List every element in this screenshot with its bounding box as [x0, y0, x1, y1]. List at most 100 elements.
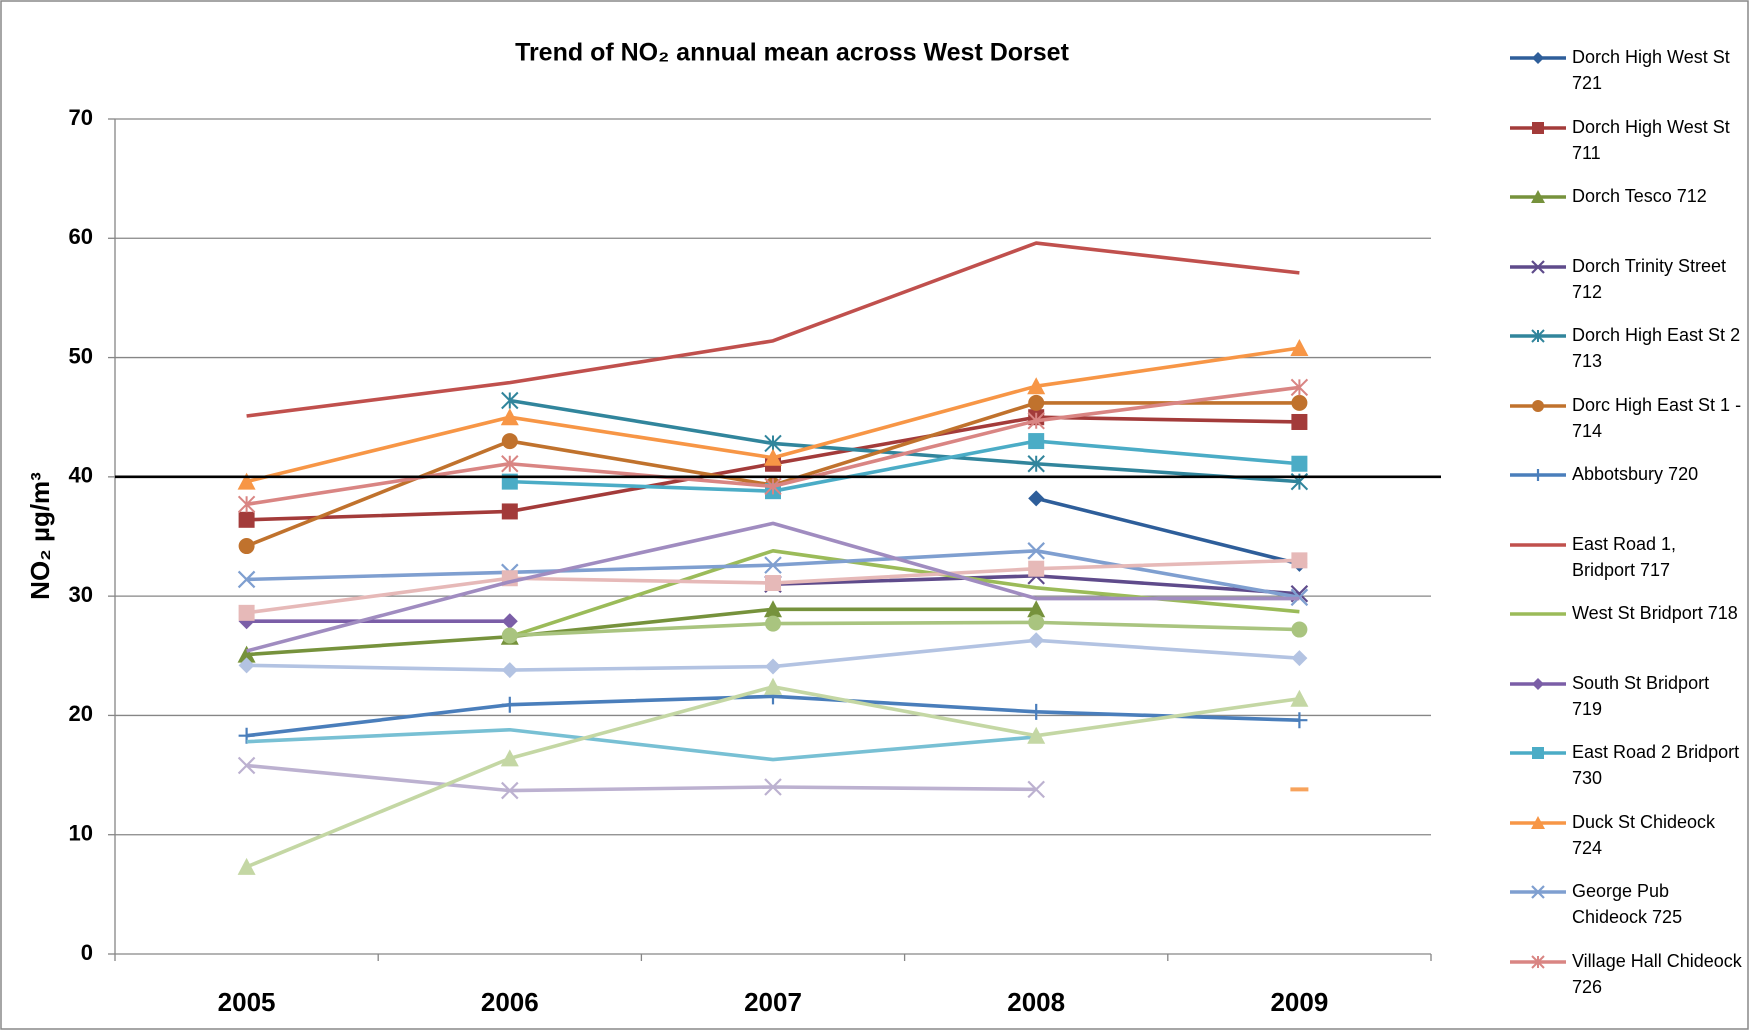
marker: [1531, 954, 1545, 969]
marker: [501, 613, 518, 630]
series-line: [246, 763, 1037, 793]
legend-label: West St Bridport 718: [1572, 603, 1738, 623]
marker: [765, 658, 781, 675]
series-line: [246, 521, 1300, 653]
marker: [1532, 121, 1544, 134]
legend-swatch: [1510, 612, 1566, 616]
marker: [1027, 412, 1045, 430]
marker: [238, 511, 255, 528]
marker: [238, 538, 255, 555]
legend-label: East Road 1, Bridport 717: [1572, 533, 1677, 580]
marker: [764, 477, 782, 496]
legend-swatch: [1510, 259, 1566, 274]
legend-item: Dorc High East St 1 - 714: [1508, 392, 1744, 462]
legend-item: Village Hall Chideock 726: [1508, 948, 1744, 1018]
marker: [1027, 726, 1046, 744]
marker: [1532, 747, 1544, 759]
marker: [1028, 490, 1045, 507]
x-tick-label: 2006: [481, 987, 539, 1017]
legend-label: Duck St Chideock 724: [1572, 811, 1716, 858]
legend-item: Dorch Tesco 712: [1508, 183, 1744, 253]
marker: [1532, 677, 1544, 690]
legend-label: East Road 2 Bridport 730: [1572, 742, 1740, 788]
marker: [1291, 712, 1308, 729]
marker: [237, 645, 256, 663]
marker: [238, 604, 255, 621]
marker: [1027, 455, 1045, 473]
legend-swatch: [1510, 52, 1566, 64]
legend-item: South St Bridport 719: [1508, 670, 1744, 740]
marker: [1291, 650, 1308, 667]
legend-item: East Road 1, Bridport 717: [1508, 531, 1744, 601]
legend-item: Abbotsbury 720: [1508, 461, 1744, 531]
marker: [1028, 614, 1045, 631]
legend-swatch: [1510, 121, 1566, 134]
marker: [1531, 815, 1545, 829]
legend-label: George Pub Chideock 725: [1572, 881, 1683, 927]
marker: [501, 627, 518, 644]
legend-swatch: [1510, 677, 1566, 690]
legend-item: Dorch Trinity Street 712: [1508, 253, 1744, 323]
chart-title: Trend of NO₂ annual mean across West Dor…: [515, 39, 1070, 67]
marker: [501, 662, 518, 679]
marker: [1027, 780, 1045, 799]
marker: [764, 600, 782, 618]
legend-item: Dorch High West St 711: [1508, 114, 1744, 184]
marker: [1531, 885, 1545, 899]
legend-swatch: [1510, 469, 1566, 481]
y-tick-label: 50: [69, 343, 93, 368]
y-tick-label: 60: [69, 224, 93, 249]
marker: [1290, 689, 1309, 707]
legend-swatch: [1510, 399, 1566, 412]
legend-label: Dorch Trinity Street 712: [1572, 255, 1727, 302]
legend-label: Abbotsbury 720: [1572, 464, 1699, 484]
marker: [765, 615, 781, 632]
marker: [1291, 394, 1308, 411]
marker: [1291, 552, 1308, 569]
marker: [237, 857, 256, 875]
x-tick-label: 2008: [1007, 987, 1065, 1017]
x-tick-label: 2009: [1270, 987, 1328, 1017]
marker: [237, 756, 256, 775]
legend-swatch: [1510, 885, 1566, 899]
legend-swatch: [1510, 815, 1566, 829]
legend-swatch: [1510, 747, 1566, 759]
series-line: [509, 620, 1300, 638]
y-axis-label: NO₂ µg/m³: [25, 472, 55, 600]
marker: [501, 781, 519, 800]
marker: [1028, 560, 1045, 577]
marker: [500, 749, 519, 767]
marker: [237, 570, 256, 589]
marker: [1028, 433, 1045, 450]
marker: [1028, 394, 1045, 411]
legend-label: South St Bridport 719: [1572, 672, 1710, 719]
series-line: [246, 241, 1300, 418]
marker: [1290, 378, 1309, 397]
legend-label: Dorch Tesco 712: [1572, 186, 1707, 206]
marker: [1028, 703, 1045, 720]
y-tick-label: 20: [69, 701, 93, 726]
x-tick-label: 2007: [744, 987, 802, 1017]
legend-item: George Pub Chideock 725: [1508, 878, 1744, 948]
marker: [1027, 377, 1046, 395]
marker: [501, 503, 518, 520]
marker: [764, 448, 782, 466]
marker: [501, 455, 519, 473]
legend-swatch: [1510, 190, 1566, 203]
legend-item: Dorch High East St 2 713: [1508, 322, 1744, 392]
marker: [501, 696, 518, 713]
legend-swatch: [1510, 329, 1566, 343]
y-tick-label: 10: [69, 821, 93, 846]
legend-item: Duck St Chideock 724: [1508, 809, 1744, 879]
legend-item: Dorch High West St 721: [1508, 44, 1744, 114]
legend-swatch: [1510, 954, 1566, 969]
marker: [1532, 52, 1544, 64]
series-line: [246, 607, 1037, 657]
marker: [764, 778, 782, 796]
legend-swatch: [1510, 542, 1566, 547]
legend-label: Dorc High East St 1 - 714: [1572, 394, 1742, 441]
marker: [1532, 469, 1544, 481]
